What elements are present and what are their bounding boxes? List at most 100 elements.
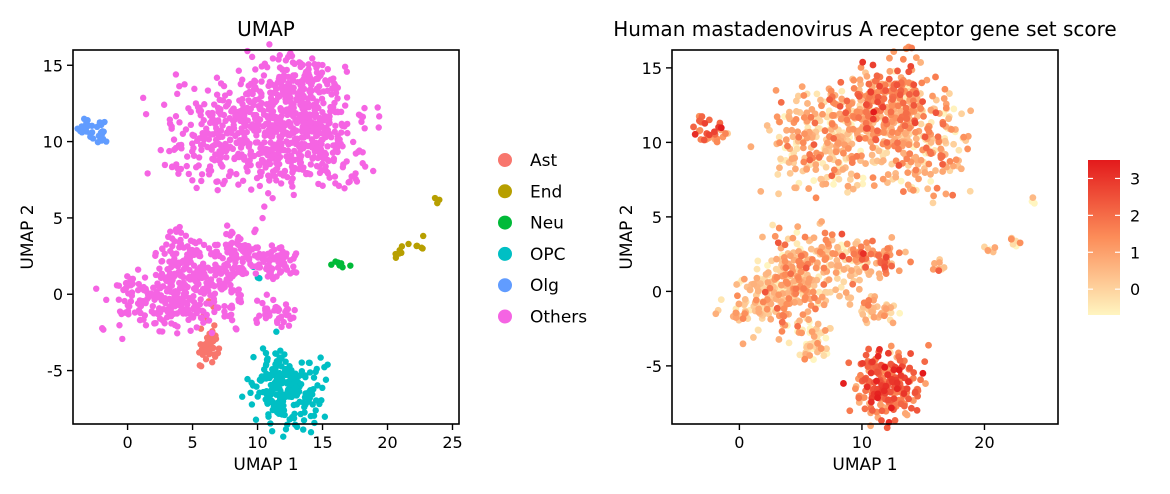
data-point	[182, 232, 190, 239]
data-point	[190, 262, 198, 269]
data-point	[228, 304, 236, 312]
data-point	[248, 53, 256, 61]
data-point	[777, 155, 784, 163]
data-point	[801, 130, 808, 138]
data-point	[859, 250, 867, 258]
y-tick-label: 15	[642, 59, 662, 78]
data-point	[763, 305, 771, 313]
data-point	[791, 184, 799, 192]
data-point	[237, 144, 245, 151]
data-point	[253, 383, 260, 390]
data-point	[306, 119, 313, 127]
data-point	[855, 394, 863, 402]
data-point	[205, 347, 213, 354]
data-point	[922, 144, 930, 152]
data-point	[174, 90, 181, 98]
data-point	[867, 398, 875, 406]
data-point	[375, 124, 382, 131]
data-point	[794, 273, 802, 281]
data-point	[939, 168, 947, 175]
data-point	[966, 187, 974, 195]
data-point	[280, 318, 287, 326]
data-point	[907, 258, 914, 266]
data-point	[812, 161, 820, 168]
data-point	[156, 315, 164, 322]
data-point	[237, 243, 244, 251]
data-point	[324, 65, 331, 73]
y-tick-label: 5	[652, 208, 662, 227]
data-point	[847, 170, 855, 178]
data-point	[850, 76, 858, 84]
data-point	[915, 175, 922, 183]
data-point	[281, 168, 289, 175]
data-point	[122, 309, 129, 316]
data-point	[190, 152, 198, 159]
data-point	[810, 177, 818, 184]
data-point	[184, 254, 191, 261]
data-point	[129, 280, 136, 288]
colorbar-ticks: 0 1 2 3	[1088, 169, 1140, 299]
data-point	[214, 241, 221, 249]
data-point	[696, 127, 704, 134]
data-point	[339, 163, 347, 171]
data-point	[283, 250, 290, 257]
data-point	[885, 75, 893, 83]
data-point	[888, 128, 896, 136]
data-point	[764, 279, 772, 286]
data-point	[156, 265, 163, 272]
data-point	[256, 88, 264, 95]
data-point	[834, 139, 842, 147]
data-point	[205, 245, 213, 252]
data-point	[828, 231, 836, 239]
data-point	[844, 145, 852, 152]
data-point	[870, 182, 878, 190]
colorbar-tick-label: 1	[1130, 243, 1140, 262]
data-point	[334, 148, 341, 156]
data-point	[326, 119, 333, 127]
y-axis-label: UMAP 2	[18, 204, 38, 269]
data-point	[100, 326, 107, 333]
data-point	[338, 260, 345, 267]
data-point	[221, 313, 228, 320]
data-point	[217, 160, 225, 168]
x-tick-label: 20	[377, 433, 397, 452]
data-point	[327, 103, 334, 111]
data-point	[893, 81, 901, 89]
data-point	[306, 369, 314, 376]
data-point	[816, 248, 824, 256]
data-point	[177, 308, 184, 315]
data-point	[313, 126, 320, 133]
data-point	[899, 188, 907, 195]
data-point	[115, 296, 123, 303]
data-point	[326, 113, 333, 120]
data-point	[265, 126, 273, 134]
data-point	[189, 131, 196, 139]
x-tick-label: 10	[852, 433, 872, 452]
data-point	[261, 252, 268, 259]
data-point	[759, 233, 766, 241]
data-point	[960, 133, 968, 141]
data-point	[196, 349, 203, 356]
data-point	[889, 319, 897, 327]
data-point	[247, 161, 254, 169]
data-point	[222, 268, 230, 275]
data-point	[920, 112, 927, 120]
data-point	[253, 297, 261, 304]
data-point	[203, 300, 210, 307]
data-point	[792, 165, 799, 173]
data-point	[119, 335, 126, 343]
data-point	[331, 99, 338, 107]
data-point	[259, 214, 266, 222]
series-opc	[239, 263, 331, 440]
data-point	[946, 157, 954, 165]
data-point	[277, 107, 285, 114]
data-point	[307, 161, 315, 168]
data-point	[244, 375, 251, 383]
data-point	[163, 274, 170, 281]
data-point	[214, 349, 222, 357]
data-point	[236, 97, 243, 104]
data-point	[313, 365, 320, 373]
data-point	[755, 305, 763, 313]
y-tick-label: 10	[43, 133, 63, 152]
data-point	[940, 264, 948, 271]
